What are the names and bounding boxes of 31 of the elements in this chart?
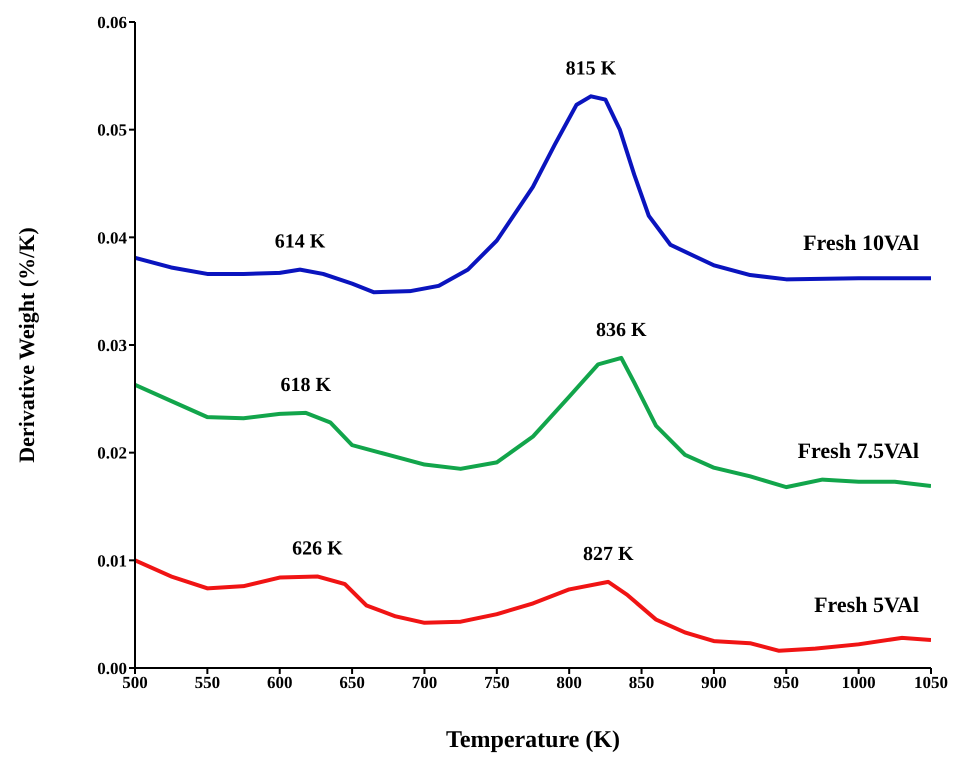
x-tick-label: 500 bbox=[122, 673, 148, 692]
x-axis-title: Temperature (K) bbox=[446, 727, 620, 753]
x-tick-label: 1000 bbox=[842, 673, 876, 692]
x-tick-label: 800 bbox=[556, 673, 582, 692]
x-tick-label: 650 bbox=[339, 673, 365, 692]
line-series bbox=[135, 94, 931, 294]
x-tick-label: 850 bbox=[628, 673, 654, 692]
x-tick-label: 600 bbox=[266, 673, 292, 692]
annotation: 618 K bbox=[280, 374, 332, 396]
x-tick-label: 750 bbox=[484, 673, 510, 692]
x-tick-label: 550 bbox=[194, 673, 220, 692]
x-tick-label: 900 bbox=[701, 673, 727, 692]
series-label: Fresh 7.5VAl bbox=[798, 438, 919, 464]
series-label: Fresh 10VAl bbox=[803, 230, 919, 256]
annotation: 827 K bbox=[582, 542, 634, 565]
line-series bbox=[135, 356, 931, 490]
y-tick-label: 0.06 bbox=[97, 13, 127, 32]
annotation: 614 K bbox=[274, 230, 326, 253]
annotation: 815 K bbox=[566, 57, 617, 80]
annotation: 836 K bbox=[596, 318, 647, 341]
annotation: 626 K bbox=[292, 537, 344, 560]
y-tick-label: 0.04 bbox=[97, 228, 128, 248]
x-tick-label: 1050 bbox=[914, 673, 948, 692]
y-tick-label: 0.03 bbox=[97, 336, 127, 356]
y-axis-title: Derivative Weight (%/K) bbox=[14, 227, 39, 463]
y-tick-label: 0.01 bbox=[97, 551, 127, 570]
y-tick-label: 0.05 bbox=[97, 120, 127, 140]
x-tick-label: 950 bbox=[774, 673, 800, 692]
series-label: Fresh 5VAl bbox=[814, 592, 919, 618]
y-tick-label: 0.02 bbox=[97, 444, 127, 463]
x-tick-label: 700 bbox=[412, 673, 438, 692]
